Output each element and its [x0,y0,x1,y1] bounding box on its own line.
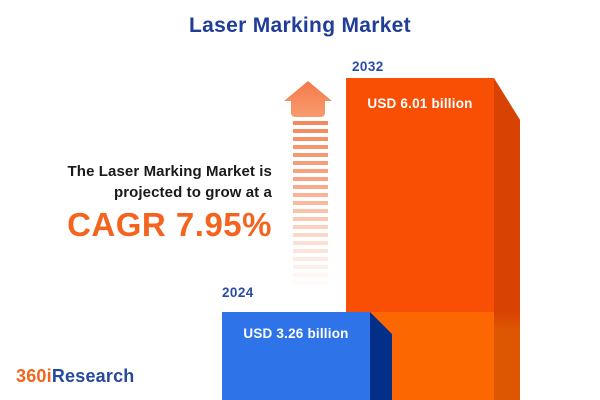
blurb-line-2: projected to grow at a [113,184,272,201]
bar-2032-side-bevel [494,78,520,400]
bar-2032-value-label: USD 6.01 billion [367,96,473,111]
blurb-line-1: The Laser Marking Market is [67,163,272,180]
bar-2032-year-label: 2032 [352,59,384,74]
arrow-dashes-icon [293,121,328,293]
brand-logo: 360iResearch [16,366,135,387]
bar-2024-year-label: 2024 [222,285,254,300]
arrow-shaft-icon [291,101,325,117]
bar-2024 [222,312,370,400]
cagr-value: CAGR 7.95% [67,206,272,243]
arrow-head-icon [284,81,332,101]
bar-2024-side-bevel [370,312,392,400]
growth-blurb: The Laser Marking Market is projected to… [20,161,272,244]
brand-logo-prefix: 360i [16,366,52,386]
brand-logo-suffix: Research [51,366,135,386]
page-title: Laser Marking Market [189,14,411,37]
bar-2024-value-label: USD 3.26 billion [243,326,349,341]
